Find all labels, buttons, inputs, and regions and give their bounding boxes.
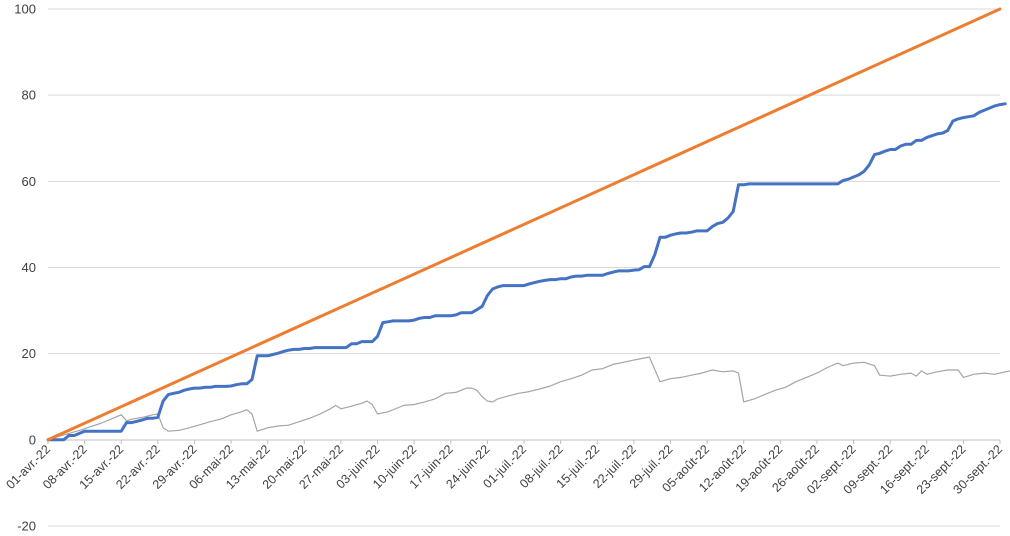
series-line-2 — [47, 356, 1010, 441]
y-tick-label: 100 — [14, 2, 36, 17]
y-tick-label: -20 — [17, 519, 36, 534]
plot-area — [46, 7, 1010, 442]
y-axis: -20 0 20 40 60 80 100 — [14, 2, 36, 534]
x-axis: 01-avr.-2208-avr.-2215-avr.-2222-avr.-22… — [3, 439, 1005, 497]
y-tick-label: 80 — [22, 88, 36, 103]
series-line-1 — [46, 102, 1007, 442]
y-tick-label: 0 — [29, 432, 36, 447]
y-tick-label: 40 — [22, 260, 36, 275]
gridlines — [48, 8, 1000, 527]
y-tick-label: 20 — [22, 346, 36, 361]
y-tick-label: 60 — [22, 174, 36, 189]
series-line-0 — [46, 7, 1002, 442]
